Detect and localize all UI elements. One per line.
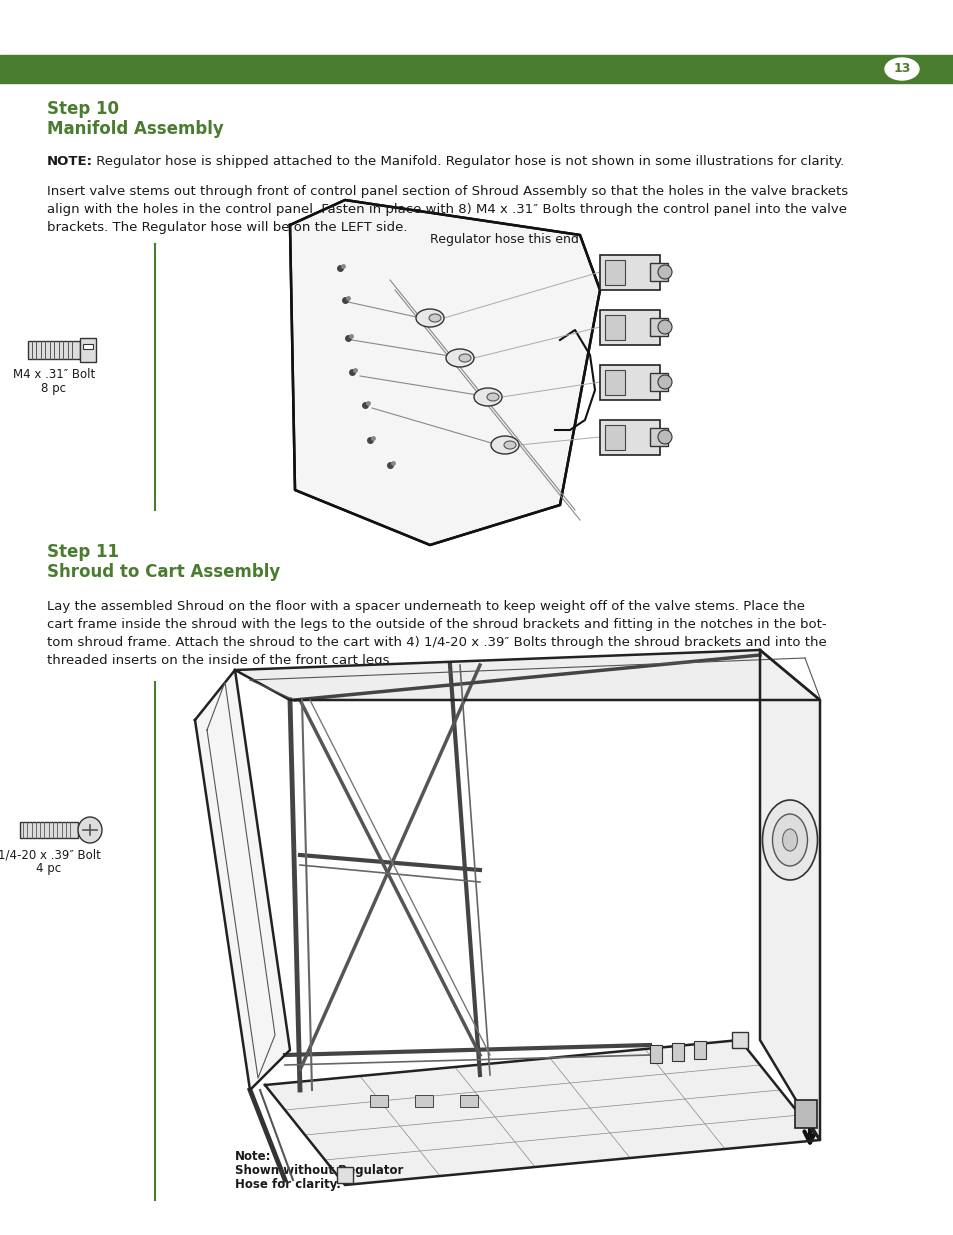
Text: Regulator hose is shipped attached to the Manifold. Regulator hose is not shown : Regulator hose is shipped attached to th… <box>91 156 843 168</box>
Ellipse shape <box>458 354 471 362</box>
Text: Step 10: Step 10 <box>47 100 119 119</box>
Ellipse shape <box>416 309 443 327</box>
Bar <box>604 370 624 395</box>
Text: Shroud to Cart Assembly: Shroud to Cart Assembly <box>47 563 280 580</box>
Circle shape <box>658 266 671 279</box>
Text: NOTE:: NOTE: <box>47 156 92 168</box>
Bar <box>731 1032 747 1049</box>
Text: threaded inserts on the inside of the front cart legs.: threaded inserts on the inside of the fr… <box>47 655 394 667</box>
Bar <box>80 338 96 362</box>
Bar <box>604 315 624 340</box>
Ellipse shape <box>772 814 806 866</box>
Polygon shape <box>760 650 820 1140</box>
Polygon shape <box>194 671 290 1091</box>
Bar <box>370 1095 388 1107</box>
Ellipse shape <box>486 393 498 401</box>
Bar <box>599 420 659 454</box>
Polygon shape <box>290 200 599 545</box>
Bar <box>794 1100 816 1128</box>
Polygon shape <box>265 1040 820 1186</box>
Circle shape <box>658 430 671 445</box>
Text: brackets. The Regulator hose will be on the LEFT side.: brackets. The Regulator hose will be on … <box>47 221 407 233</box>
Text: Hose for clarity.: Hose for clarity. <box>234 1178 340 1191</box>
Bar <box>336 1167 353 1183</box>
Bar <box>599 310 659 345</box>
Bar <box>0 56 953 83</box>
Text: Manifold Assembly: Manifold Assembly <box>47 120 224 138</box>
Polygon shape <box>234 650 820 700</box>
Bar <box>649 317 667 336</box>
Text: 1/4-20 x .39″ Bolt: 1/4-20 x .39″ Bolt <box>0 848 100 861</box>
Bar <box>649 373 667 391</box>
Text: cart frame inside the shroud with the legs to the outside of the shroud brackets: cart frame inside the shroud with the le… <box>47 618 825 631</box>
Bar <box>599 366 659 400</box>
Bar <box>693 1041 705 1058</box>
Text: Regulator hose this end: Regulator hose this end <box>430 233 578 246</box>
Ellipse shape <box>78 818 102 844</box>
Ellipse shape <box>429 314 440 322</box>
Text: 4 pc: 4 pc <box>36 862 62 876</box>
Text: 13: 13 <box>892 63 910 75</box>
Bar <box>649 429 667 446</box>
Bar <box>604 261 624 285</box>
Text: 8 pc: 8 pc <box>42 382 67 395</box>
Ellipse shape <box>503 441 516 450</box>
Text: M4 x .31″ Bolt: M4 x .31″ Bolt <box>12 368 95 382</box>
Bar <box>604 425 624 450</box>
Text: tom shroud frame. Attach the shroud to the cart with 4) 1/4-20 x .39″ Bolts thro: tom shroud frame. Attach the shroud to t… <box>47 636 826 650</box>
Ellipse shape <box>474 388 501 406</box>
Ellipse shape <box>491 436 518 454</box>
Bar <box>20 823 78 839</box>
Circle shape <box>658 320 671 333</box>
Bar <box>671 1044 683 1061</box>
Bar <box>649 1045 661 1063</box>
Bar <box>459 1095 477 1107</box>
Text: Shown without Regulator: Shown without Regulator <box>234 1165 403 1177</box>
Text: align with the holes in the control panel. Fasten in place with 8) M4 x .31″ Bol: align with the holes in the control pane… <box>47 203 846 216</box>
Text: Note:: Note: <box>234 1150 272 1163</box>
Text: Lay the assembled Shroud on the floor with a spacer underneath to keep weight of: Lay the assembled Shroud on the floor wi… <box>47 600 804 613</box>
Text: Step 11: Step 11 <box>47 543 119 561</box>
Circle shape <box>658 375 671 389</box>
Bar <box>649 263 667 282</box>
Text: Insert valve stems out through front of control panel section of Shroud Assembly: Insert valve stems out through front of … <box>47 185 847 198</box>
Bar <box>28 341 80 359</box>
Bar <box>599 254 659 290</box>
Ellipse shape <box>781 829 797 851</box>
Ellipse shape <box>761 800 817 881</box>
Bar <box>415 1095 433 1107</box>
Ellipse shape <box>884 58 918 80</box>
Ellipse shape <box>446 350 474 367</box>
Bar <box>83 345 92 350</box>
